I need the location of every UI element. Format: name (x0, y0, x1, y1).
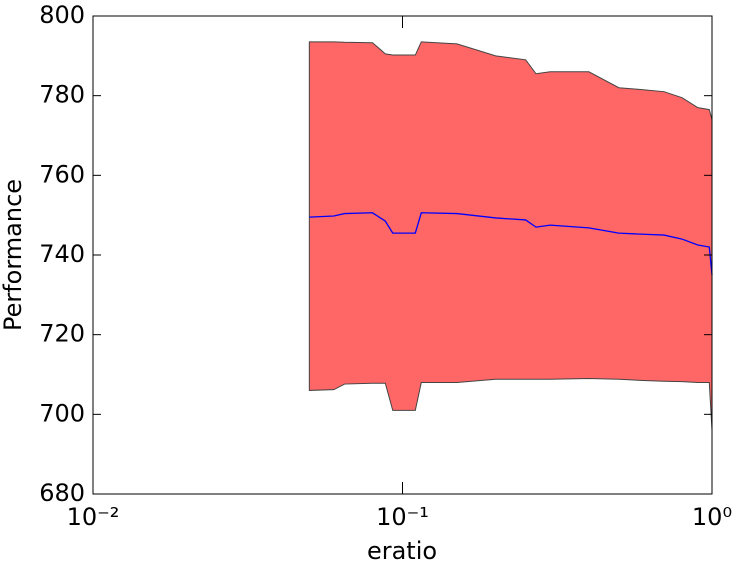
y-axis-label: Performance (0, 179, 27, 331)
x-tick-label: 10⁻² (67, 503, 120, 531)
y-tick-label: 700 (39, 399, 85, 427)
y-tick-label: 740 (39, 240, 85, 268)
y-tick-label: 800 (39, 1, 85, 29)
x-axis-label: eratio (367, 537, 437, 565)
x-tick-label: 10⁰ (692, 503, 732, 531)
y-tick-label: 760 (39, 160, 85, 188)
x-tick-label: 10⁻¹ (376, 503, 429, 531)
y-tick-label: 780 (39, 81, 85, 109)
mean-line (309, 212, 713, 275)
y-tick-label: 720 (39, 320, 85, 348)
y-tick-label: 680 (39, 479, 85, 507)
band (308, 41, 713, 431)
